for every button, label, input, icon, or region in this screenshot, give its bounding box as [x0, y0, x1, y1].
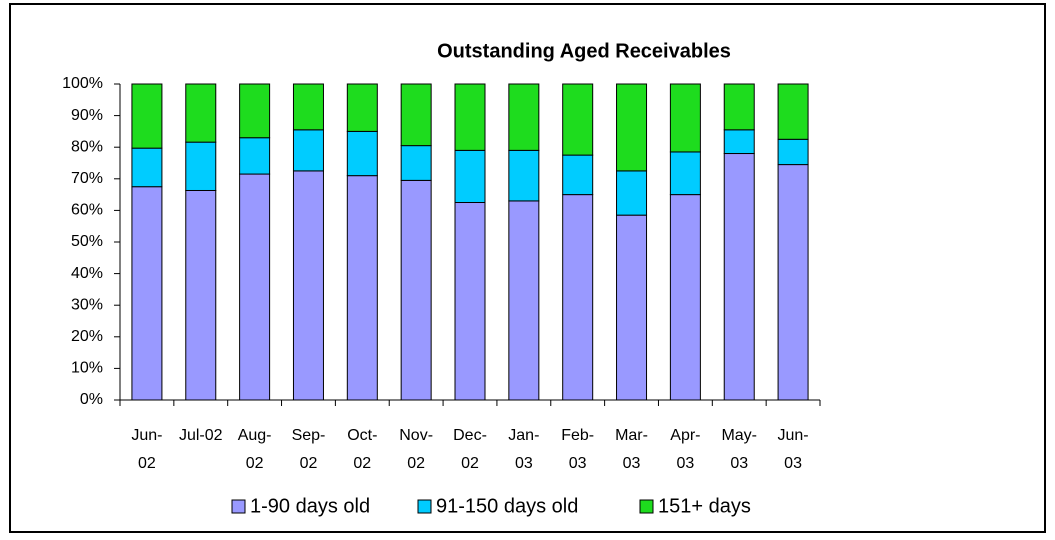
bar-segment [616, 83, 648, 172]
x-tick-label-line: Mar- [615, 427, 648, 444]
x-tick-label-line: 02 [300, 455, 318, 472]
y-tick-label: 20% [71, 328, 103, 345]
x-tick-label: Feb- 03 [561, 427, 594, 472]
bar-segment [723, 153, 755, 401]
bar-segment [669, 194, 701, 401]
bar-segment [400, 83, 432, 147]
bar-segment [185, 189, 217, 401]
x-tick-label-line: 03 [730, 455, 748, 472]
x-tick-label-line: Jun- [778, 427, 809, 444]
bar-segment [185, 141, 217, 191]
x-tick-label-line: Sep- [292, 427, 326, 444]
x-tick-label-line: 02 [353, 455, 371, 472]
bar-segment [454, 83, 486, 151]
bar-segment [400, 179, 432, 401]
x-tick-label-line: Aug- [238, 427, 272, 444]
bar-segment [562, 194, 594, 401]
x-tick-label-line: 03 [784, 455, 802, 472]
legend-swatch [417, 499, 432, 514]
x-tick-label-line: 02 [246, 455, 264, 472]
legend-label: 91-150 days old [436, 495, 578, 517]
bar-segment [508, 200, 540, 401]
x-tick-label: Dec- 02 [453, 427, 487, 472]
x-tick-label-line: May- [721, 427, 757, 444]
x-tick-label-line: 03 [515, 455, 533, 472]
y-tick-label: 50% [71, 233, 103, 250]
legend-swatch [231, 499, 246, 514]
bar-segment [292, 170, 324, 401]
bar-segment [454, 202, 486, 401]
x-tick-label-line: Feb- [561, 427, 594, 444]
bar-segment [562, 154, 594, 196]
bar-segment [723, 83, 755, 131]
bar-segment [346, 130, 378, 177]
x-tick-label-line: 03 [676, 455, 694, 472]
y-tick-label: 40% [71, 265, 103, 282]
bar-segment [239, 137, 271, 175]
y-tick-label: 80% [71, 138, 103, 155]
x-tick-label-line: 03 [569, 455, 587, 472]
x-tick-label: Jun- 02 [131, 427, 162, 472]
x-tick-label-line: 02 [461, 455, 479, 472]
x-tick-label-line: 02 [138, 455, 156, 472]
bar-segment [346, 83, 378, 132]
bar-segment [508, 83, 540, 151]
x-tick-label-line: Oct- [347, 427, 377, 444]
bar-segment [292, 83, 324, 131]
y-tick-label: 100% [62, 75, 103, 92]
bar-segment [777, 164, 809, 401]
y-tick-label: 60% [71, 202, 103, 219]
bar-segment [185, 83, 217, 143]
bar-segment [616, 170, 648, 216]
bar-segment [131, 147, 163, 188]
x-tick-label: Sep- 02 [292, 427, 326, 472]
x-tick-label: Apr- 03 [670, 427, 700, 472]
x-tick-label: Oct- 02 [347, 427, 377, 472]
bar-segment [669, 151, 701, 196]
x-tick-label-line: Nov- [399, 427, 433, 444]
y-tick-label: 0% [80, 391, 103, 408]
chart-title: Outstanding Aged Receivables [437, 40, 731, 62]
bar-segment [616, 214, 648, 401]
bar-segment [723, 129, 755, 155]
x-tick-label: Jan- 03 [508, 427, 539, 472]
x-tick-label-line: 03 [623, 455, 641, 472]
bar-segment [239, 173, 271, 401]
x-tick-label-line: Apr- [670, 427, 700, 444]
x-tick-label-line: 02 [407, 455, 425, 472]
bar-segment [669, 83, 701, 153]
bar-segment [400, 145, 432, 181]
x-tick-label-line: Jun- [131, 427, 162, 444]
x-tick-label-line: Dec- [453, 427, 487, 444]
bar-segment [131, 186, 163, 401]
bar-segment [454, 149, 486, 203]
legend-label: 151+ days [658, 495, 751, 517]
y-tick-label: 90% [71, 107, 103, 124]
bar-segment [508, 149, 540, 202]
bar-segment [239, 83, 271, 139]
bar-segment [131, 83, 163, 149]
x-tick-label: Nov- 02 [399, 427, 433, 472]
legend-label: 1-90 days old [250, 495, 370, 517]
x-tick-label: May- 03 [721, 427, 757, 472]
bar-segment [562, 83, 594, 156]
bar-segment [346, 175, 378, 401]
y-tick-label: 30% [71, 296, 103, 313]
x-tick-label: Mar- 03 [615, 427, 648, 472]
bar-segment [777, 138, 809, 166]
x-tick-label-line: Jan- [508, 427, 539, 444]
y-tick-label: 70% [71, 170, 103, 187]
bar-segment [777, 83, 809, 140]
legend-swatch [639, 499, 654, 514]
bar-segment [292, 129, 324, 172]
x-tick-label: Aug- 02 [238, 427, 272, 472]
x-tick-label: Jul-02 [179, 427, 223, 444]
y-tick-label: 10% [71, 360, 103, 377]
x-tick-label: Jun- 03 [778, 427, 809, 472]
